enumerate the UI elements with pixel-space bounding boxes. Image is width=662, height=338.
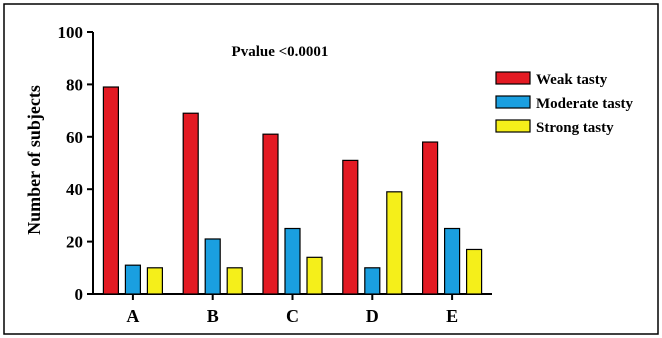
x-tick-label: E [446, 306, 458, 326]
x-tick-label: D [366, 306, 379, 326]
bar-moderate-tasty-c [284, 227, 301, 295]
y-tick-label: 100 [58, 23, 84, 42]
y-tick-label: 60 [66, 128, 83, 147]
y-tick-label: 20 [66, 233, 83, 252]
legend-label: Strong tasty [536, 120, 614, 136]
bar-weak-tasty-a [102, 86, 120, 295]
legend-label: Moderate tasty [536, 96, 634, 112]
x-tick-label: A [126, 306, 139, 326]
y-tick-label: 80 [66, 75, 83, 94]
axes: 0 20 40 60 80 100 A B C D E [58, 23, 492, 326]
p-value-annotation: Pvalue <0.0001 [232, 44, 329, 60]
bar-weak-tasty-b [182, 112, 199, 295]
legend-label: Weak tasty [536, 72, 608, 88]
y-tick-label: 0 [75, 285, 84, 304]
bar-weak-tasty-c [262, 133, 279, 295]
figure-frame [3, 3, 659, 335]
x-tick-label: B [207, 306, 219, 326]
bar-strong-tasty-b [226, 267, 243, 295]
bar-weak-tasty-e [422, 141, 439, 295]
legend-swatch-strong-tasty [495, 119, 531, 133]
y-tick-label: 40 [66, 180, 83, 199]
y-axis-label: Number of subjects [24, 85, 44, 235]
bar-strong-tasty-a [146, 267, 163, 295]
bars [102, 86, 483, 295]
bar-weak-tasty-d [342, 159, 359, 295]
bar-moderate-tasty-d [364, 267, 381, 295]
legend-swatch-moderate-tasty [495, 95, 531, 109]
bar-moderate-tasty-b [204, 238, 221, 295]
bar-strong-tasty-d [386, 191, 403, 295]
x-tick-label: C [286, 306, 299, 326]
legend-swatch-weak-tasty [495, 71, 531, 85]
bar-strong-tasty-c [306, 256, 323, 295]
bar-moderate-tasty-a [124, 264, 142, 295]
bar-strong-tasty-e [466, 248, 483, 295]
legend: Weak tasty Moderate tasty Strong tasty [495, 71, 634, 136]
bar-moderate-tasty-e [444, 227, 461, 295]
